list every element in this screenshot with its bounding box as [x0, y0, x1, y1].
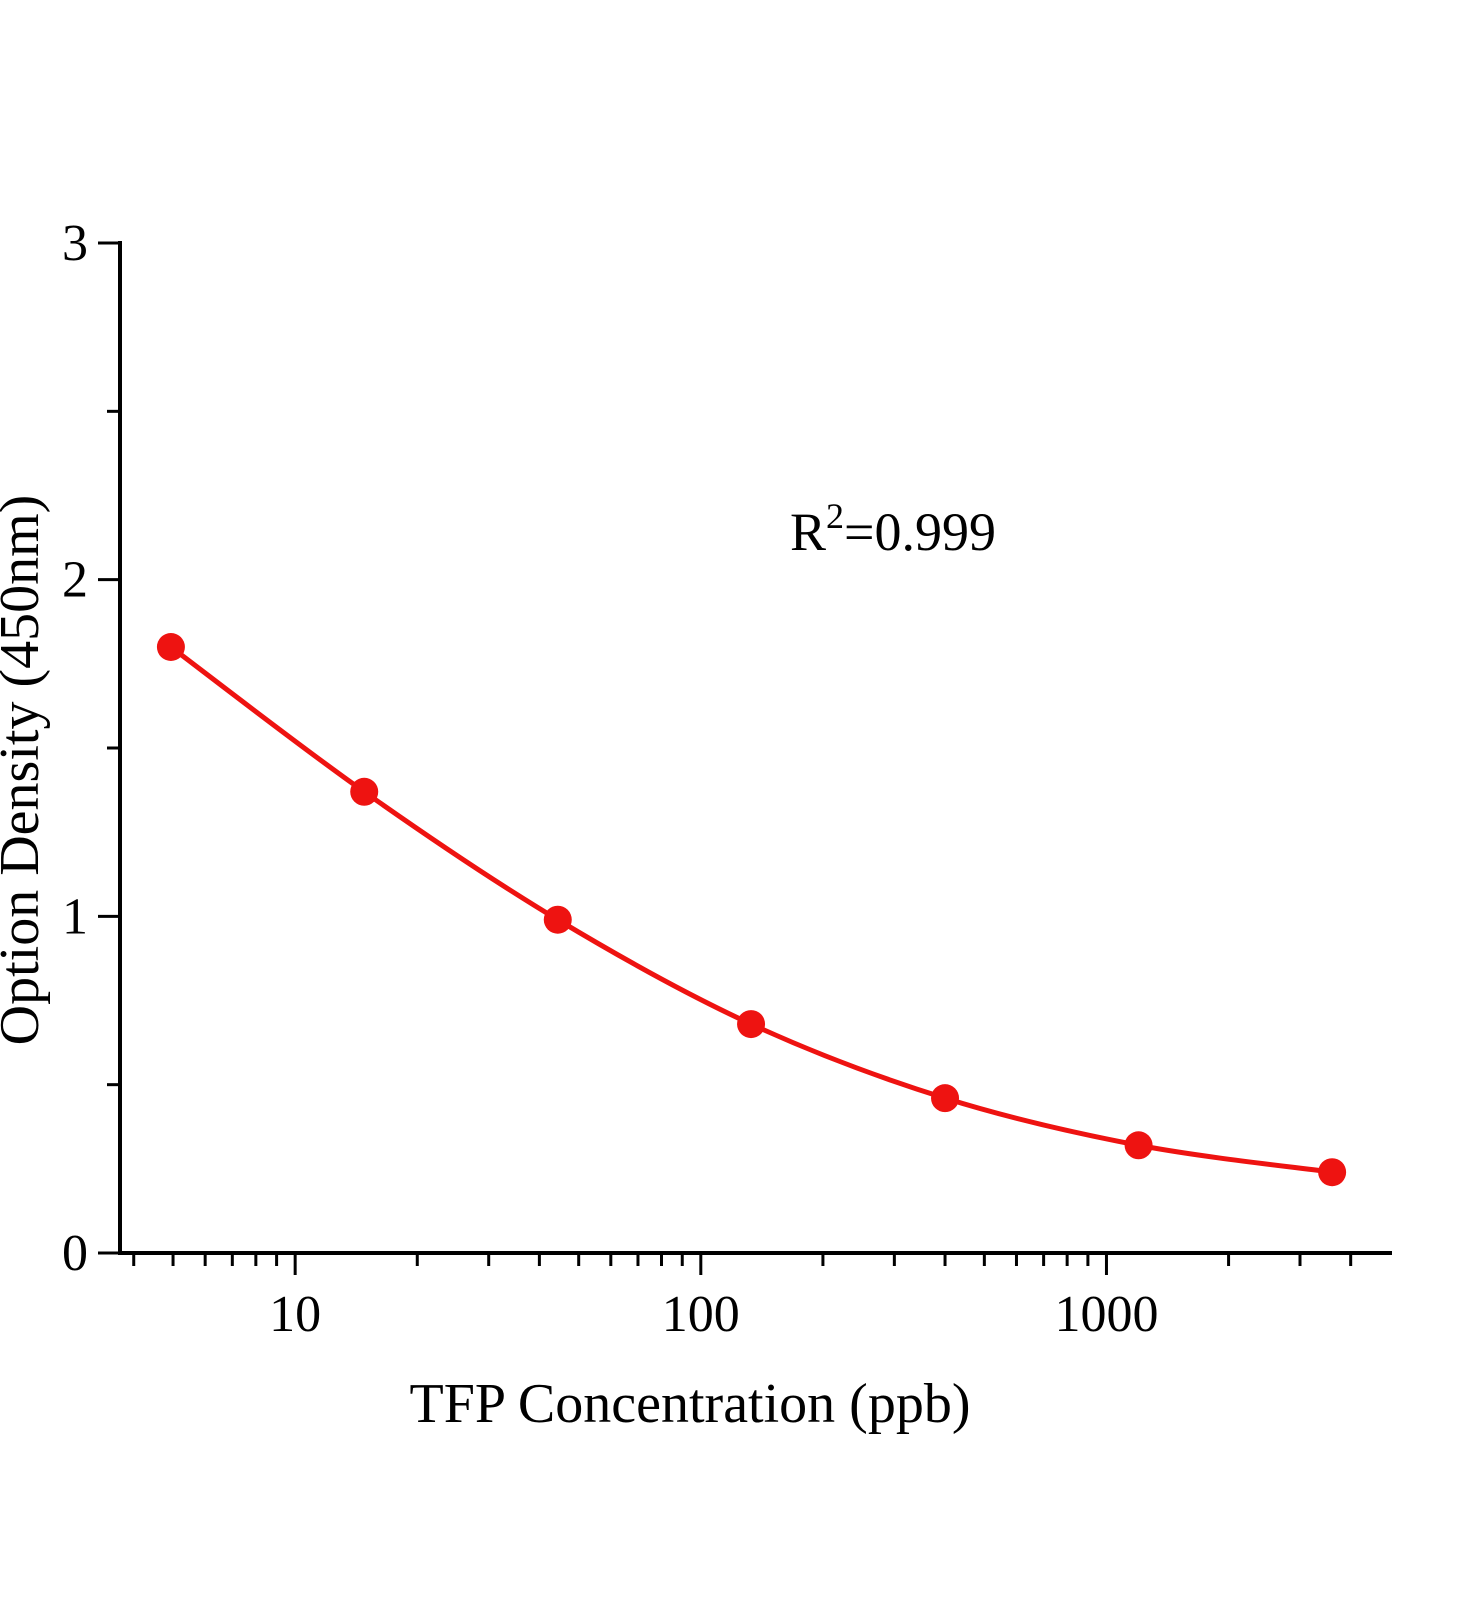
standard-curve-line	[168, 644, 1335, 1175]
data-point	[1124, 1131, 1153, 1160]
axis-tick-labels: 10 100 1000 0 1 2 3	[62, 215, 1158, 1343]
data-point	[737, 1010, 766, 1039]
y-tick-label: 0	[62, 1225, 88, 1282]
r-squared-value: =0.999	[844, 502, 996, 562]
data-point	[1318, 1158, 1347, 1187]
y-tick-label: 1	[62, 888, 88, 945]
x-tick-label: 10	[269, 1286, 321, 1343]
x-tick-label: 1000	[1054, 1286, 1158, 1343]
x-tick-label: 100	[662, 1286, 740, 1343]
axes	[118, 241, 1392, 1255]
axis-spine	[118, 241, 1392, 1255]
data-series	[156, 633, 1347, 1187]
y-axis-label: Option Density (450nm)	[0, 495, 51, 1046]
x-axis-label: TFP Concentration (ppb)	[410, 1373, 971, 1435]
data-point	[931, 1084, 960, 1113]
data-point	[156, 633, 185, 661]
y-tick-label: 3	[62, 215, 88, 272]
r-squared-exponent: 2	[826, 496, 844, 536]
y-tick-label: 2	[62, 552, 88, 609]
data-point	[350, 777, 379, 806]
r-squared-annotation: R2=0.999	[790, 496, 996, 562]
axis-ticks	[98, 241, 1353, 1275]
r-squared-base: R	[790, 502, 826, 562]
data-point	[543, 905, 572, 934]
